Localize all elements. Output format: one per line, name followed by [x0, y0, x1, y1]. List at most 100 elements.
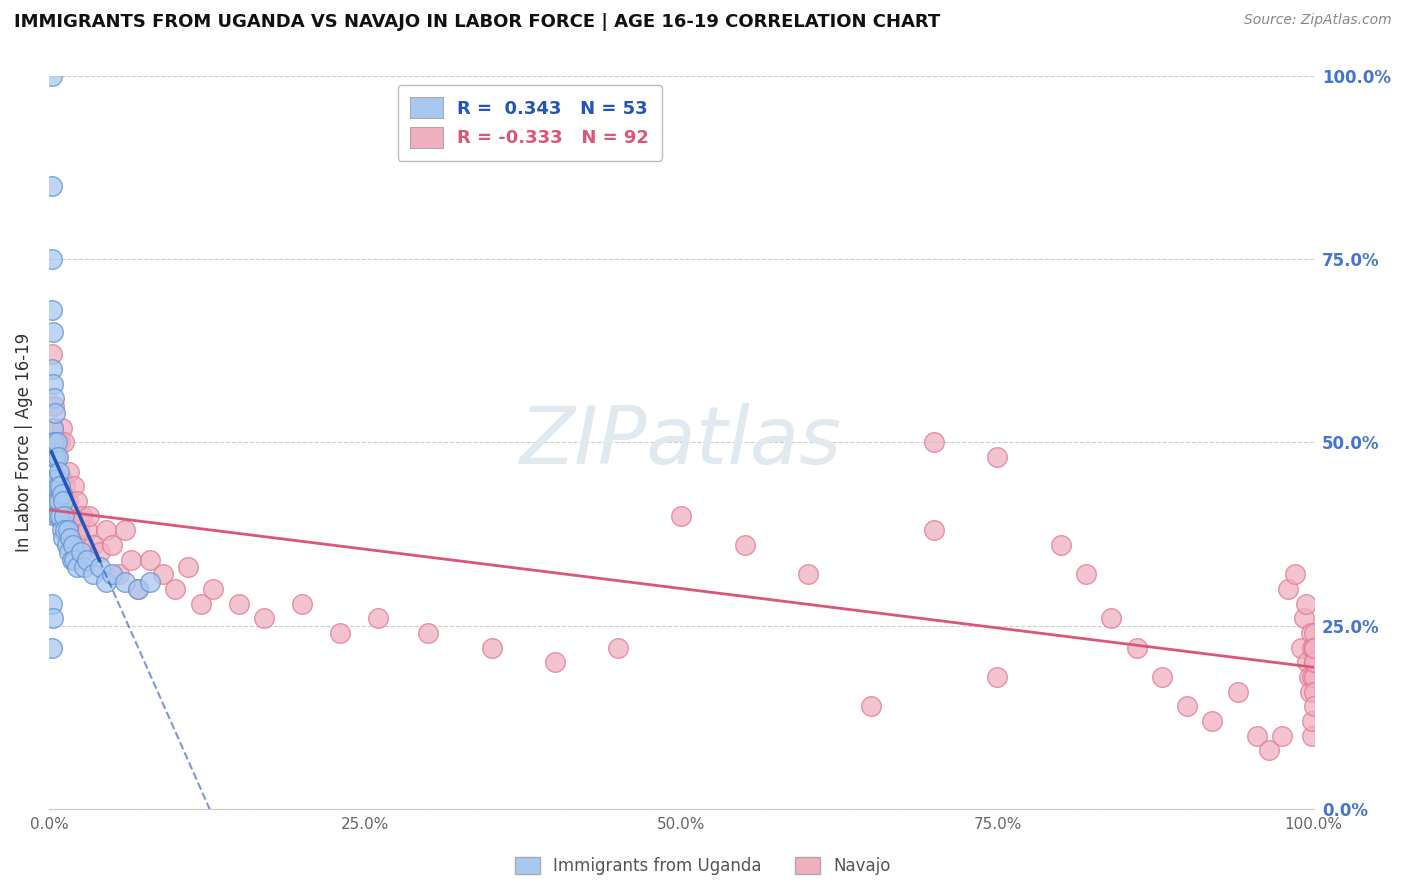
Point	[52, 494, 75, 508]
Point	[45, 472, 67, 486]
Point	[49, 479, 72, 493]
Point	[922, 435, 945, 450]
Point	[55, 479, 77, 493]
Point	[1301, 729, 1323, 743]
Point	[1302, 684, 1324, 698]
Point	[114, 524, 136, 538]
Point	[1150, 670, 1173, 684]
Point	[481, 640, 503, 655]
Point	[1284, 567, 1306, 582]
Point	[89, 560, 111, 574]
Point	[58, 545, 80, 559]
Point	[1246, 729, 1268, 743]
Point	[67, 524, 90, 538]
Point	[1299, 684, 1322, 698]
Point	[56, 494, 79, 508]
Point	[1049, 538, 1071, 552]
Point	[46, 508, 69, 523]
Point	[1292, 611, 1315, 625]
Point	[45, 494, 67, 508]
Point	[53, 435, 76, 450]
Point	[253, 611, 276, 625]
Point	[51, 420, 73, 434]
Point	[89, 545, 111, 559]
Point	[48, 465, 70, 479]
Point	[44, 479, 66, 493]
Point	[671, 508, 693, 523]
Point	[42, 420, 65, 434]
Point	[986, 670, 1008, 684]
Point	[66, 560, 89, 574]
Point	[41, 640, 63, 655]
Point	[1074, 567, 1097, 582]
Point	[52, 494, 75, 508]
Point	[49, 508, 72, 523]
Point	[1302, 656, 1324, 670]
Point	[62, 538, 84, 552]
Point	[55, 524, 77, 538]
Point	[1226, 684, 1249, 698]
Point	[329, 626, 352, 640]
Point	[42, 325, 65, 339]
Point	[1302, 626, 1324, 640]
Point	[1301, 670, 1323, 684]
Point	[46, 450, 69, 464]
Point	[127, 582, 149, 596]
Point	[607, 640, 630, 655]
Point	[1302, 656, 1324, 670]
Point	[41, 347, 63, 361]
Point	[70, 508, 93, 523]
Point	[1301, 714, 1323, 728]
Point	[42, 435, 65, 450]
Point	[45, 494, 67, 508]
Legend: Immigrants from Uganda, Navajo: Immigrants from Uganda, Navajo	[506, 849, 900, 884]
Point	[1302, 670, 1324, 684]
Point	[42, 399, 65, 413]
Point	[797, 567, 820, 582]
Point	[59, 531, 82, 545]
Point	[60, 508, 83, 523]
Point	[1302, 640, 1324, 655]
Point	[367, 611, 389, 625]
Point	[152, 567, 174, 582]
Point	[60, 552, 83, 566]
Point	[44, 479, 66, 493]
Point	[94, 574, 117, 589]
Point	[94, 524, 117, 538]
Point	[76, 552, 98, 566]
Point	[58, 465, 80, 479]
Point	[860, 699, 883, 714]
Point	[46, 479, 69, 493]
Point	[55, 508, 77, 523]
Point	[49, 435, 72, 450]
Point	[66, 494, 89, 508]
Point	[1271, 729, 1294, 743]
Point	[1302, 640, 1324, 655]
Point	[44, 435, 66, 450]
Point	[44, 406, 66, 420]
Point	[922, 524, 945, 538]
Point	[46, 508, 69, 523]
Point	[42, 420, 65, 434]
Point	[1298, 670, 1320, 684]
Point	[114, 574, 136, 589]
Point	[44, 508, 66, 523]
Point	[120, 552, 142, 566]
Point	[734, 538, 756, 552]
Point	[53, 508, 76, 523]
Point	[1301, 626, 1323, 640]
Point	[1295, 597, 1317, 611]
Point	[44, 450, 66, 464]
Point	[1201, 714, 1223, 728]
Point	[42, 450, 65, 464]
Point	[46, 472, 69, 486]
Point	[48, 494, 70, 508]
Point	[139, 574, 162, 589]
Point	[41, 178, 63, 193]
Point	[139, 552, 162, 566]
Text: IMMIGRANTS FROM UGANDA VS NAVAJO IN LABOR FORCE | AGE 16-19 CORRELATION CHART: IMMIGRANTS FROM UGANDA VS NAVAJO IN LABO…	[14, 13, 941, 31]
Point	[42, 472, 65, 486]
Point	[82, 538, 104, 552]
Point	[51, 486, 73, 500]
Point	[228, 597, 250, 611]
